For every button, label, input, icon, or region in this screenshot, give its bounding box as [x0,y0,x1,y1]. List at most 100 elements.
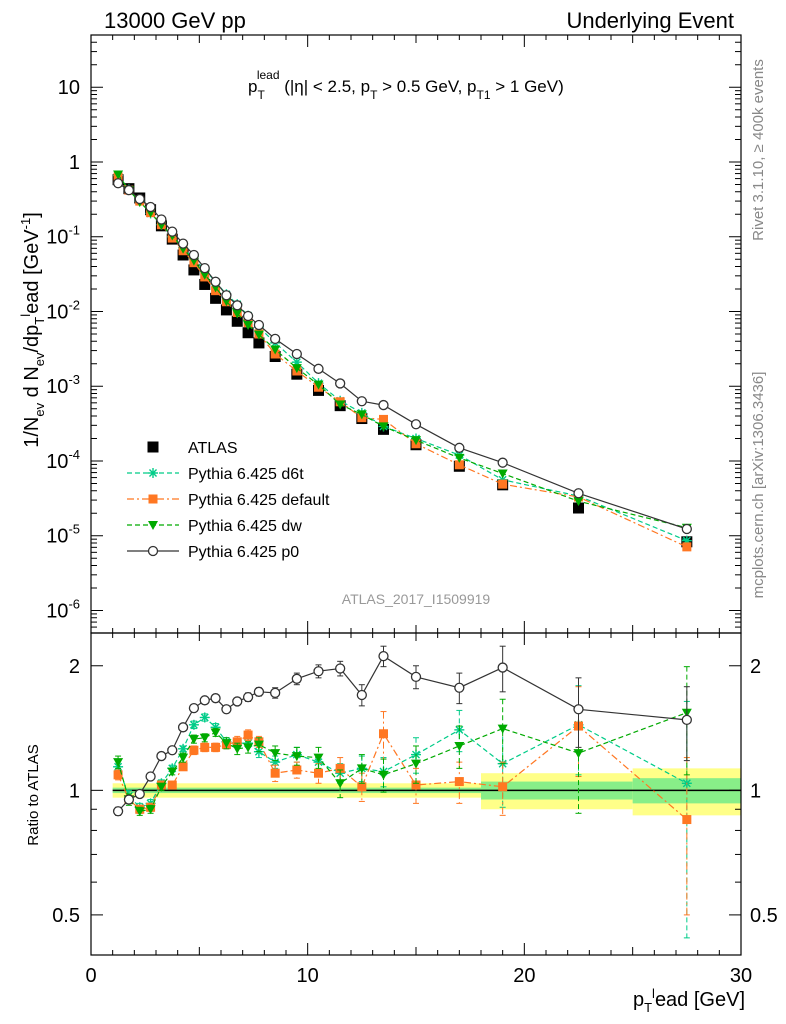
ratio-point-p0 [210,693,221,704]
star-stroke [148,468,158,478]
x-tick-label: 0 [85,965,96,987]
y-tick-label: 10-4 [46,447,80,473]
ratio-point-p0 [335,663,346,674]
legend-marker-atlas [147,441,159,453]
point-p0 [188,249,200,261]
star-stroke [189,720,198,729]
ratio-point-dw [253,740,264,750]
point-p0 [253,319,265,331]
ratio-point-dw [378,770,389,780]
point-dw [573,497,584,507]
point-dw [243,320,254,330]
ratio-point-p0 [681,714,692,726]
point-dw [199,270,210,280]
ratio-point-default [454,777,464,787]
ratio-panel: 0 10 20 30 0.5 0.5 1 1 2 2 [52,632,778,987]
y-tick-label: 10 [58,77,80,99]
ratio-point-dw [156,782,167,792]
point-dw [113,170,124,180]
ratio-point-p0 [242,691,254,703]
ratio-point-default [178,762,188,772]
point-dw [313,380,324,390]
point-default [454,460,464,470]
point-p0 [454,442,465,453]
point-p0 [356,396,367,407]
ratio-point-p0 [145,771,156,782]
ratio-point-default [211,742,221,752]
ratio-y-tick-label-right: 2 [750,656,761,678]
point-dw [253,330,264,340]
plot-title: pTlead (|η| < 2.5, pT > 0.5 GeV, pT1 > 1… [248,68,564,102]
x-tick-label: 20 [513,965,535,987]
point-dw [378,422,389,432]
ratio-point-default [167,780,177,790]
ratio-point-p0 [410,671,422,683]
y-tick-label: 10-1 [46,223,80,249]
ratio-y-axis-label: Ratio to ATLAS [25,744,42,845]
y-tick-label: 10-5 [46,522,80,548]
atlas-data-point [220,304,232,316]
ratio-point-p0 [134,788,145,800]
atlas-data-point [242,327,254,339]
ratio-point-dw [167,767,178,777]
ratio-y-tick-label: 2 [69,656,80,678]
point-p0 [681,523,692,535]
point-p0 [232,300,243,311]
point-p0 [199,263,210,274]
ratio-point-d6t [199,712,210,723]
ratio-point-default [357,782,367,792]
ratio-point-default [411,780,421,790]
ratio-point-p0 [123,794,135,805]
ratio-point-default [243,730,253,740]
ratio-point-default [498,782,508,792]
main-y-axis-label: 1/Nev d Nev/dpTlead [GeV-1] [18,212,47,448]
analysis-id: ATLAS_2017_I1509919 [342,591,491,607]
ratio-point-dw [178,753,189,763]
legend-label: Pythia 6.425 dw [188,518,302,535]
ratio-y-tick-label: 1 [69,780,80,802]
point-p0 [156,214,167,225]
point-default [498,479,508,489]
ratio-point-p0 [313,666,324,677]
ratio-point-p0 [188,702,200,714]
x-axis-label: pTlead [GeV] [633,986,745,1015]
atlas-data-point [188,264,200,276]
x-tick-label: 30 [730,965,752,987]
point-dw [454,453,465,463]
header-right: Underlying Event [566,8,734,33]
atlas-data-point [573,502,584,514]
ratio-point-default [292,765,302,775]
point-dw [411,436,421,446]
series-line-d6t [117,175,688,542]
ratio-point-p0 [253,686,265,697]
point-p0 [112,178,124,189]
ratio-y-tick-label-right: 0.5 [750,905,778,927]
atlas-data-point [210,292,222,304]
mcplots-label: mcplots.cern.ch [arXiv:1306.3436] [750,372,767,599]
point-p0 [167,226,178,237]
ratio-point-dw [210,728,221,738]
legend-label: ATLAS [188,440,238,457]
legend-marker-p0 [147,545,159,557]
ratio-point-d6t [188,719,199,730]
ratio-point-p0 [156,750,167,762]
point-dw [356,410,367,420]
point-p0 [573,488,584,499]
ratio-point-dw [232,744,243,754]
point-p0 [410,419,422,430]
legend-label: Pythia 6.425 default [188,492,330,509]
ratio-point-p0 [573,704,584,715]
ratio-point-dw [573,749,584,759]
ratio-y-tick-label-right: 1 [750,780,761,802]
ratio-point-default [113,770,123,780]
legend-marker-dw [148,521,158,530]
ratio-point-dw [243,743,254,753]
atlas-data-point [253,337,265,349]
point-p0 [134,193,145,205]
ratio-point-dw [497,724,508,734]
point-p0 [242,310,254,322]
ratio-point-default [314,768,323,778]
ratio-point-dw [221,739,232,749]
ratio-point-p0 [112,806,124,817]
ratio-point-dw [145,805,156,815]
